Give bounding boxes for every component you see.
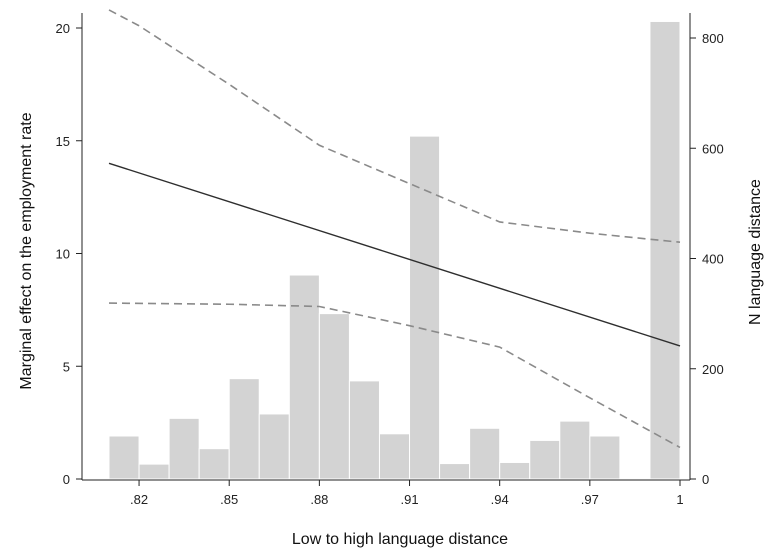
- left-tick-label-15: 15: [56, 134, 70, 149]
- x-tick-label-7: 1: [676, 492, 683, 507]
- lines-group: [108, 9, 681, 449]
- histogram-bar-8: [318, 313, 350, 480]
- right-tick-label-200: 200: [702, 362, 724, 377]
- x-tick-label-1: .82: [130, 492, 148, 507]
- histogram-bar-5: [228, 378, 260, 480]
- marginal-effect-line: [108, 162, 681, 347]
- left-tick-label-10: 10: [56, 247, 70, 262]
- histogram-bar-4: [198, 448, 230, 480]
- histogram-bar-3: [168, 417, 200, 480]
- x-tick-label-4: .91: [400, 492, 418, 507]
- histogram-bar-1: [108, 435, 140, 480]
- left-axis-title: Marginal effect on the employment rate: [18, 112, 35, 389]
- x-tick-label-2: .85: [220, 492, 238, 507]
- histogram-bar-12: [439, 463, 471, 480]
- histogram-bar-17: [589, 435, 621, 480]
- histogram-bar-2: [138, 463, 170, 480]
- right-axis-title: N language distance: [747, 179, 764, 325]
- left-tick-label-0: 0: [63, 472, 70, 487]
- right-tick-label-0: 0: [702, 472, 709, 487]
- right-ticks-group: 0 200 400 600 800: [690, 31, 724, 487]
- left-tick-label-20: 20: [56, 21, 70, 36]
- x-tick-label-6: .97: [581, 492, 599, 507]
- right-tick-label-800: 800: [702, 31, 724, 46]
- x-tick-label-5: .94: [491, 492, 509, 507]
- ci-upper-line: [108, 9, 681, 244]
- histogram-bar-13: [469, 427, 501, 480]
- x-ticks-group: .82 .85 .88 .91 .94 .97 1: [130, 480, 684, 507]
- right-tick-label-400: 400: [702, 252, 724, 267]
- histogram-bar-14: [499, 461, 531, 480]
- histogram-bar-9: [348, 380, 380, 480]
- histogram-bar-18: [649, 20, 681, 480]
- histogram-bar-10: [378, 433, 411, 480]
- right-tick-label-600: 600: [702, 141, 724, 156]
- histogram-bar-15: [529, 439, 561, 480]
- x-tick-label-3: .88: [310, 492, 328, 507]
- bars-group: [108, 20, 681, 480]
- left-tick-label-5: 5: [63, 359, 70, 374]
- histogram-bar-7: [288, 274, 320, 480]
- ci-lower-line: [108, 302, 681, 449]
- left-ticks-group: 0 5 10 15 20: [56, 21, 82, 487]
- histogram-bar-11: [409, 135, 441, 480]
- x-axis-title: Low to high language distance: [292, 531, 508, 548]
- histogram-bar-6: [258, 413, 290, 480]
- histogram-bar-16: [559, 420, 591, 480]
